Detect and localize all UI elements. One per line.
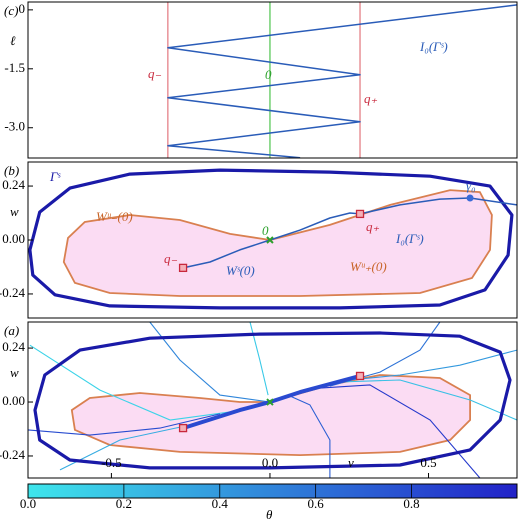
manifold-label: Wᵘ₊(0): [350, 259, 387, 274]
curve: [167, 4, 517, 158]
point: [266, 398, 274, 406]
plot-area: [167, 2, 517, 158]
y-tick-label: 0.24: [2, 177, 25, 192]
panel-frame: [27, 1, 518, 159]
streamline: [149, 322, 271, 403]
plot-area: [28, 168, 517, 310]
curve-label: I₀(Γˢ): [419, 39, 448, 54]
streamline: [349, 349, 517, 381]
curve: [359, 197, 517, 215]
y-tick-label: 0.24: [2, 339, 25, 354]
plot-area: [28, 322, 517, 478]
colorbar-tick-label: 0.4: [212, 496, 229, 511]
curve: [28, 168, 514, 310]
point: [178, 423, 188, 433]
panel-label: (a): [4, 323, 19, 338]
curve-label: Wˢ(0): [226, 263, 255, 278]
colorbar-tick-label: 0.8: [403, 496, 419, 511]
x-tick-label: -0.5: [101, 455, 122, 470]
y-tick-label: 0: [19, 1, 26, 16]
curve: [33, 331, 512, 470]
point: [266, 236, 274, 244]
point-label: q₋: [164, 251, 178, 266]
colorbar-tick-label: 0.0: [20, 496, 36, 511]
point-label: γ₀: [466, 178, 476, 193]
y-tick-label: -3.0: [4, 119, 25, 134]
colorbar-label: θ: [266, 507, 273, 522]
ylabel: w: [10, 365, 19, 380]
streamline: [289, 395, 331, 478]
colorbar-tick-label: 0.6: [308, 496, 325, 511]
streamline: [339, 379, 517, 421]
y-tick-label: 0.00: [2, 231, 25, 246]
panel-label: (b): [4, 163, 19, 178]
point: [466, 194, 474, 202]
point: [355, 371, 365, 381]
colorbar-tick-label: 0.2: [116, 496, 132, 511]
x-tick-label: 0.0: [262, 455, 278, 470]
unstable-manifold: [70, 374, 471, 457]
xlabel: v: [348, 455, 354, 470]
reference-label: 0: [265, 67, 272, 82]
ylabel: w: [10, 204, 19, 219]
colorbar: [27, 483, 518, 499]
y-tick-label: 0.00: [2, 393, 25, 408]
curve-label: I₀(Γˢ): [395, 231, 424, 246]
x-tick-label: 0.5: [420, 455, 436, 470]
point-label: q₊: [366, 219, 380, 234]
manifold-label: Wᵘ₋(0): [96, 209, 133, 224]
panel-label: (c): [4, 3, 18, 18]
unstable-manifold: [62, 189, 493, 297]
y-tick-label: -1.5: [4, 60, 25, 75]
streamline: [320, 384, 481, 478]
streamline: [29, 344, 231, 421]
panel-frame: [27, 321, 518, 479]
point: [178, 263, 188, 273]
point-label: 0: [262, 223, 269, 238]
ylabel: ℓ: [10, 33, 16, 48]
y-tick-label: -0.24: [0, 285, 25, 300]
streamline: [28, 413, 221, 436]
reference-label: q₋: [148, 66, 162, 81]
curve-label: Γˢ: [49, 169, 61, 184]
curve: [182, 212, 361, 269]
reference-label: q₊: [364, 91, 378, 106]
y-tick-label: -0.24: [0, 447, 25, 462]
point: [355, 209, 365, 219]
